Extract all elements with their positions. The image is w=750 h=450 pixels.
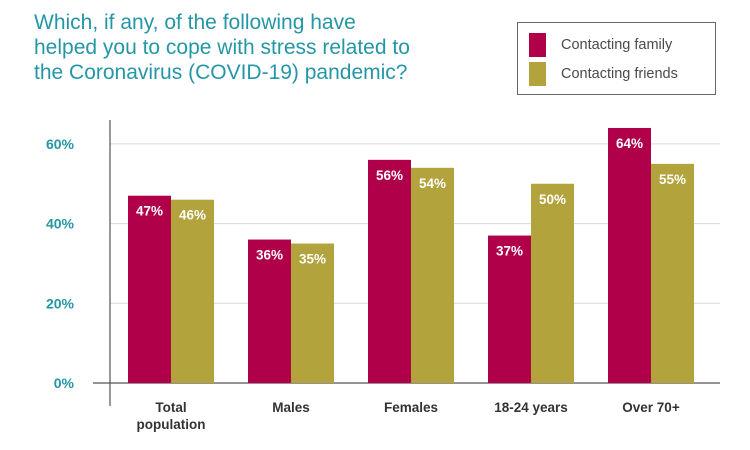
y-tick-label-40: 40% (46, 216, 75, 232)
bar-value-label-friends-3: 50% (539, 192, 566, 207)
bar-friends-0 (171, 199, 214, 383)
bar-friends-2 (411, 167, 454, 383)
y-tick-label-20: 20% (46, 295, 75, 311)
legend-label-friends: Contacting friends (561, 66, 678, 82)
bar-value-label-friends-2: 54% (419, 176, 446, 191)
bar-value-label-family-1: 36% (256, 248, 283, 263)
legend-item-friends: Contacting friends (529, 62, 678, 86)
legend-swatch-friends (529, 62, 546, 86)
bar-value-label-friends-4: 55% (659, 172, 686, 187)
legend-item-family: Contacting family (529, 33, 672, 57)
chart-legend: Contacting family Contacting friends (517, 22, 716, 95)
bar-value-label-friends-1: 35% (299, 252, 326, 267)
y-tick-label-0: 0% (54, 375, 75, 391)
legend-swatch-family (529, 33, 546, 57)
chart-title: Which, if any, of the following have hel… (34, 11, 410, 84)
x-category-label-2: Females (384, 400, 438, 415)
bar-value-label-family-0: 47% (136, 204, 163, 219)
bar-family-1 (248, 239, 291, 383)
bar-family-3 (488, 235, 531, 383)
legend-label-family: Contacting family (561, 37, 673, 53)
bar-friends-3 (531, 183, 574, 383)
bar-friends-1 (291, 243, 334, 383)
x-category-label-3: 18-24 years (494, 400, 568, 415)
y-tick-label-60: 60% (46, 136, 75, 152)
x-category-label-0: Total population (137, 400, 206, 432)
bar-value-label-friends-0: 46% (179, 208, 206, 223)
x-category-label-1: Males (272, 400, 310, 415)
bar-family-0 (128, 195, 171, 383)
x-category-label-4: Over 70+ (622, 400, 680, 415)
bar-value-label-family-3: 37% (496, 244, 523, 259)
bar-family-4 (608, 127, 651, 383)
bar-value-label-family-2: 56% (376, 168, 403, 183)
bar-value-label-family-4: 64% (616, 136, 643, 151)
bar-family-2 (368, 159, 411, 383)
bar-friends-4 (651, 163, 694, 383)
